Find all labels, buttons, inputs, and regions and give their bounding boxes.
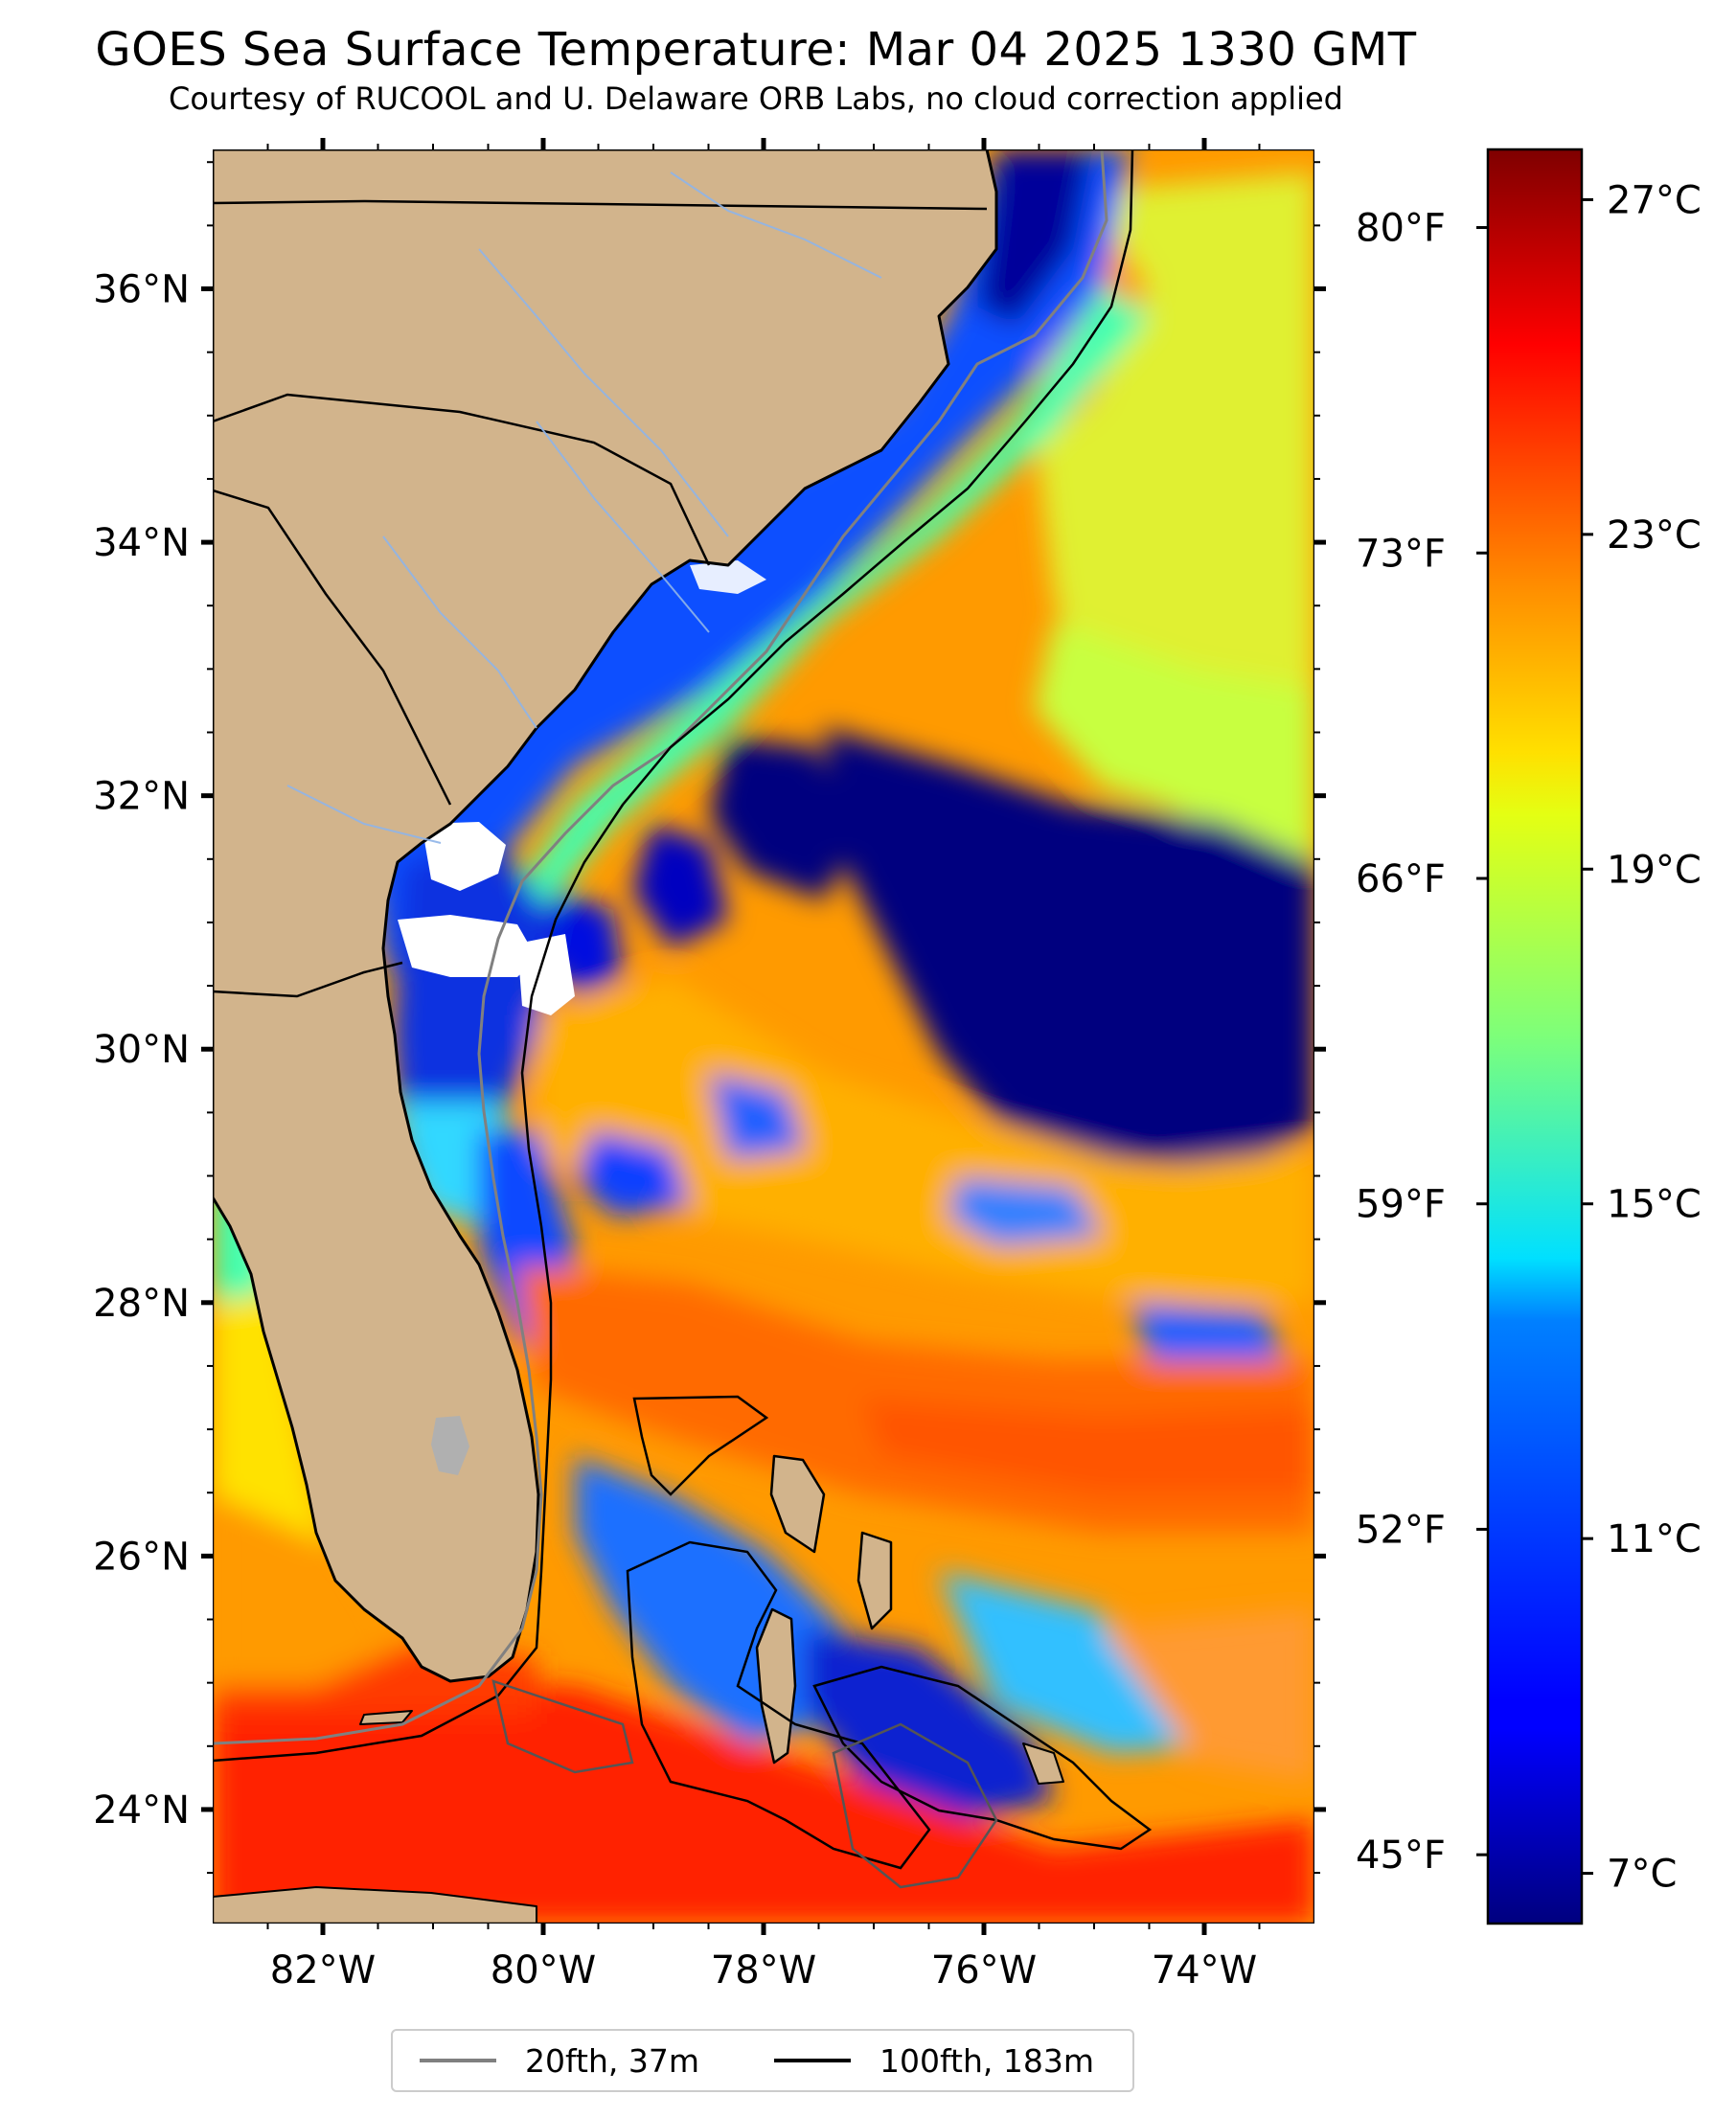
colorbar-fahrenheit-labels: 80°F 73°F 66°F 59°F 52°F 45°F — [1356, 207, 1446, 1879]
longitude-label: 80°W — [491, 1948, 596, 1993]
celsius-label: 11°C — [1607, 1517, 1702, 1561]
map-subtitle: Courtesy of RUCOOL and U. Delaware ORB L… — [169, 80, 1343, 117]
latitude-label: 30°N — [93, 1028, 190, 1072]
legend-line-gray — [420, 2059, 496, 2062]
latitude-label: 36°N — [93, 268, 190, 312]
colorbar-gradient — [1486, 148, 1584, 1925]
colorbar-celsius-labels: 27°C 23°C 19°C 15°C 11°C 7°C — [1607, 178, 1702, 1896]
sst-map[interactable] — [213, 149, 1314, 1924]
latitude-label: 28°N — [93, 1282, 190, 1326]
fahrenheit-label: 73°F — [1356, 532, 1446, 576]
legend-item-100fth: 100fth, 183m — [774, 2042, 1094, 2080]
fahrenheit-label: 80°F — [1356, 207, 1446, 251]
longitude-label: 78°W — [711, 1948, 816, 1993]
celsius-label: 7°C — [1607, 1853, 1677, 1897]
state-borders — [213, 199, 988, 998]
celsius-label: 23°C — [1607, 513, 1702, 558]
fahrenheit-label: 66°F — [1356, 857, 1446, 901]
legend-label-100fth: 100fth, 183m — [879, 2041, 1094, 2080]
isobath-legend: 20fth, 37m 100fth, 183m — [391, 2029, 1134, 2092]
longitude-label: 74°W — [1152, 1948, 1257, 1993]
land — [213, 149, 1064, 1924]
colorbar[interactable]: 80°F 73°F 66°F 59°F 52°F 45°F 27°C 23°C 19°C 15°… — [1356, 148, 1702, 1925]
longitude-labels: 82°W 80°W 78°W 76°W 74°W — [270, 1948, 1257, 1993]
lake-okeechobee — [431, 1416, 469, 1475]
bahamas-banks — [491, 1395, 1153, 1889]
celsius-label: 19°C — [1607, 848, 1702, 892]
legend-label-20fth: 20fth, 37m — [525, 2041, 699, 2080]
latitude-label: 24°N — [93, 1788, 190, 1833]
latitude-label: 32°N — [93, 775, 190, 819]
longitude-label: 82°W — [270, 1948, 376, 1993]
legend-line-black — [774, 2059, 851, 2062]
longitude-label: 76°W — [931, 1948, 1037, 1993]
celsius-label: 27°C — [1607, 178, 1702, 222]
latitude-label: 26°N — [93, 1535, 190, 1579]
isobath-20fth — [213, 149, 1108, 1745]
rivers — [286, 171, 882, 844]
map-title: GOES Sea Surface Temperature: Mar 04 202… — [95, 23, 1417, 77]
colorbar-ticks — [1476, 197, 1593, 1876]
fahrenheit-label: 52°F — [1356, 1508, 1446, 1552]
map-ticks — [201, 138, 1326, 1935]
celsius-label: 15°C — [1607, 1183, 1702, 1227]
isobath-100fth — [213, 149, 1134, 1763]
latitude-labels: 36°N 34°N 32°N 30°N 28°N 26°N 24°N — [93, 268, 190, 1833]
legend-item-20fth: 20fth, 37m — [420, 2042, 699, 2080]
latitude-label: 34°N — [93, 521, 190, 565]
fahrenheit-label: 45°F — [1356, 1833, 1446, 1878]
fahrenheit-label: 59°F — [1356, 1183, 1446, 1227]
